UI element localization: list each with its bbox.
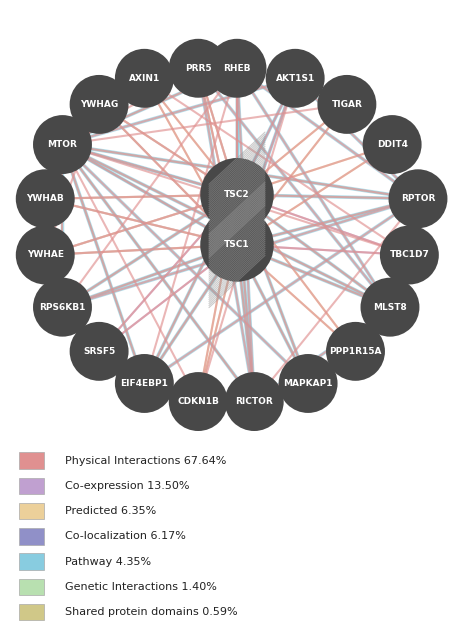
Point xyxy=(59,302,66,312)
Text: PRR5: PRR5 xyxy=(185,64,211,73)
Point xyxy=(343,99,351,109)
Point xyxy=(388,139,396,150)
Text: RPTOR: RPTOR xyxy=(401,194,435,203)
Point xyxy=(386,302,394,312)
Text: PPP1R15A: PPP1R15A xyxy=(329,347,382,356)
Text: Predicted 6.35%: Predicted 6.35% xyxy=(65,506,156,516)
Text: YWHAB: YWHAB xyxy=(27,194,64,203)
Text: TBC1D7: TBC1D7 xyxy=(390,251,429,259)
FancyBboxPatch shape xyxy=(19,553,45,570)
Text: AKT1S1: AKT1S1 xyxy=(275,74,315,83)
Text: YWHAE: YWHAE xyxy=(27,251,64,259)
Point xyxy=(233,63,241,73)
FancyBboxPatch shape xyxy=(19,579,45,595)
Point xyxy=(406,250,413,260)
Circle shape xyxy=(209,168,265,221)
Point xyxy=(141,73,148,83)
Text: CDKN1B: CDKN1B xyxy=(177,397,219,406)
Text: Co-localization 6.17%: Co-localization 6.17% xyxy=(65,531,186,541)
FancyBboxPatch shape xyxy=(19,452,45,469)
FancyBboxPatch shape xyxy=(19,478,45,494)
Point xyxy=(233,190,241,200)
Text: AXIN1: AXIN1 xyxy=(129,74,160,83)
Text: YWHAG: YWHAG xyxy=(80,100,118,109)
Point xyxy=(41,250,49,260)
Text: TSC2: TSC2 xyxy=(224,191,250,199)
Point xyxy=(95,346,103,357)
Point xyxy=(292,73,299,83)
Point xyxy=(304,379,312,389)
Text: SRSF5: SRSF5 xyxy=(83,347,115,356)
FancyBboxPatch shape xyxy=(19,528,45,545)
Text: Pathway 4.35%: Pathway 4.35% xyxy=(65,557,151,567)
Text: Co-expression 13.50%: Co-expression 13.50% xyxy=(65,481,190,491)
FancyBboxPatch shape xyxy=(19,503,45,519)
Point xyxy=(141,379,148,389)
Point xyxy=(194,396,202,406)
Point xyxy=(250,396,258,406)
Text: RHEB: RHEB xyxy=(223,64,251,73)
Text: TIGAR: TIGAR xyxy=(331,100,362,109)
Text: RICTOR: RICTOR xyxy=(236,397,273,406)
Point xyxy=(95,99,103,109)
Text: TSC1: TSC1 xyxy=(224,240,250,249)
Text: EIF4EBP1: EIF4EBP1 xyxy=(120,379,168,388)
Text: Physical Interactions 67.64%: Physical Interactions 67.64% xyxy=(65,456,227,466)
Text: DDIT4: DDIT4 xyxy=(377,140,408,149)
Point xyxy=(41,194,49,204)
FancyBboxPatch shape xyxy=(19,604,45,620)
Text: Shared protein domains 0.59%: Shared protein domains 0.59% xyxy=(65,607,238,617)
Text: RPS6KB1: RPS6KB1 xyxy=(39,303,86,312)
Point xyxy=(233,240,241,250)
Point xyxy=(352,346,359,357)
Text: MLST8: MLST8 xyxy=(373,303,407,312)
Point xyxy=(194,63,202,73)
Point xyxy=(59,139,66,150)
Text: Genetic Interactions 1.40%: Genetic Interactions 1.40% xyxy=(65,582,217,592)
Text: MTOR: MTOR xyxy=(47,140,77,149)
Circle shape xyxy=(209,219,265,271)
Point xyxy=(414,194,422,204)
Text: MAPKAP1: MAPKAP1 xyxy=(283,379,333,388)
